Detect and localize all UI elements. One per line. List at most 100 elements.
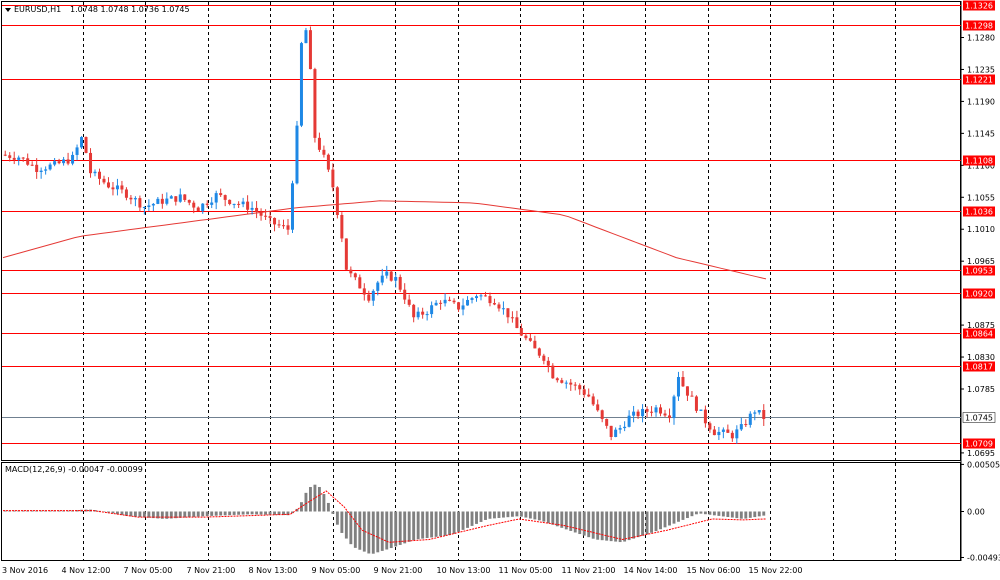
- candle-body: [676, 377, 680, 397]
- candle-body: [726, 429, 730, 433]
- candle-body: [290, 183, 294, 230]
- candle-body: [681, 377, 685, 387]
- candle-body: [479, 295, 483, 297]
- candle-body: [712, 429, 716, 436]
- macd-bar: [39, 510, 43, 512]
- candle-body: [380, 275, 384, 283]
- candle-body: [475, 296, 479, 299]
- macd-signal-line: [3, 490, 767, 543]
- candle-body: [564, 382, 568, 384]
- macd-bar: [398, 511, 402, 545]
- dropdown-arrow-icon[interactable]: [5, 8, 11, 12]
- macd-tick-label: 0.00505: [967, 460, 1000, 469]
- moving-average-line: [2, 200, 767, 280]
- price-tick-label: 1.1235: [967, 65, 995, 74]
- macd-bar: [111, 511, 115, 514]
- candle-body: [340, 215, 344, 239]
- candle-body: [35, 164, 39, 172]
- macd-bar: [12, 510, 16, 512]
- macd-bar: [528, 511, 532, 519]
- time-tick-label: 10 Nov 13:00: [437, 566, 491, 575]
- candle-body: [21, 157, 25, 159]
- macd-bar: [133, 511, 137, 517]
- macd-bar: [102, 511, 106, 512]
- macd-bar: [582, 511, 586, 536]
- macd-bar: [564, 511, 568, 530]
- candle-body: [636, 411, 640, 417]
- macd-bar: [479, 511, 483, 522]
- candle-body: [317, 137, 321, 150]
- candle-body: [730, 432, 734, 439]
- macd-bar: [497, 511, 501, 518]
- candle-body: [313, 69, 317, 138]
- macd-bar: [326, 502, 330, 512]
- level-label-text: 1.0709: [965, 440, 993, 449]
- macd-bar: [694, 511, 698, 515]
- macd-bar: [403, 511, 407, 544]
- candle-body: [663, 413, 667, 416]
- candle-body: [12, 157, 16, 160]
- macd-bar: [537, 511, 541, 521]
- level-label-box: [963, 74, 995, 85]
- candle-body: [546, 360, 550, 366]
- macd-bar: [430, 511, 434, 538]
- candle-body: [537, 348, 541, 356]
- candle-body: [228, 199, 232, 205]
- candle-body: [492, 303, 496, 305]
- candle-body: [183, 194, 187, 200]
- macd-bar: [762, 511, 766, 516]
- candle-body: [219, 193, 223, 196]
- macd-bar: [439, 511, 443, 537]
- macd-axis-ticks: 0.00505 0.00 -0.00493: [961, 460, 1000, 562]
- level-labels: 1.13261.12981.12211.11081.10361.09531.09…: [962, 0, 996, 449]
- macd-bar: [120, 511, 124, 515]
- macd-bar: [178, 511, 182, 518]
- candle-body: [48, 164, 52, 170]
- candle-body: [277, 224, 281, 226]
- candle-body: [147, 205, 151, 208]
- macd-bar: [717, 511, 721, 516]
- candle-body: [259, 211, 263, 216]
- price-tick-label: 1.1280: [967, 34, 995, 43]
- macd-bar: [160, 511, 164, 519]
- macd-bar: [331, 511, 335, 514]
- macd-bar: [57, 510, 61, 512]
- candle-body: [425, 314, 429, 316]
- macd-bar: [712, 511, 716, 516]
- price-tick-label: 1.0695: [967, 449, 995, 458]
- macd-bar: [138, 511, 142, 518]
- macd-bar: [627, 511, 631, 541]
- macd-bar: [636, 511, 640, 538]
- candle-body: [398, 277, 402, 290]
- candle-body: [138, 198, 142, 208]
- candle-body: [466, 299, 470, 306]
- candle-body: [654, 407, 658, 413]
- symbol-label: EURUSD,H1: [14, 5, 61, 14]
- candle-body: [53, 161, 57, 165]
- macd-bar: [510, 511, 514, 517]
- candle-body: [26, 158, 30, 165]
- macd-histogram-layer: [3, 484, 766, 554]
- macd-bar: [412, 511, 416, 541]
- moving-average-layer: [2, 200, 767, 280]
- candle-body: [120, 185, 124, 190]
- macd-bar: [641, 511, 645, 536]
- candle-body: [241, 201, 245, 205]
- macd-bar: [475, 511, 478, 524]
- macd-bar: [394, 511, 398, 547]
- level-label-text: 1.1298: [965, 22, 993, 31]
- macd-bar: [205, 511, 209, 517]
- candle-body: [452, 300, 456, 303]
- macd-bar: [416, 511, 420, 540]
- time-tick-label: 15 Nov 06:00: [687, 566, 741, 575]
- macd-bar: [353, 511, 357, 548]
- time-tick-label: 14 Nov 14:00: [624, 566, 678, 575]
- candle-body: [44, 169, 48, 171]
- macd-bar: [48, 510, 52, 512]
- candle-body: [75, 147, 79, 155]
- macd-bar: [434, 511, 438, 537]
- level-label-box: [963, 328, 995, 339]
- candle-body: [165, 198, 169, 204]
- macd-bar: [344, 511, 348, 539]
